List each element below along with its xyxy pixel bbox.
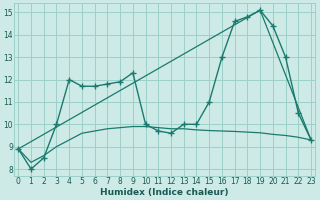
- X-axis label: Humidex (Indice chaleur): Humidex (Indice chaleur): [100, 188, 229, 197]
